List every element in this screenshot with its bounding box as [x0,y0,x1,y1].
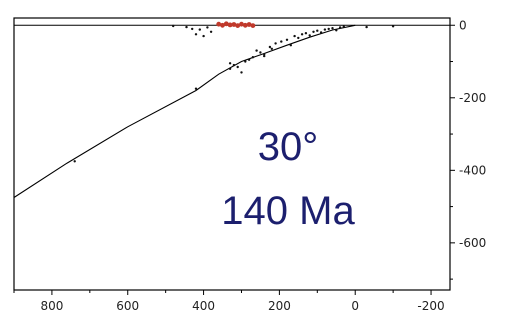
earthquake-point [270,47,273,50]
earthquake-point [198,28,201,31]
earthquake-point [365,25,368,29]
volcano-point [223,21,229,27]
plot-frame [13,17,451,291]
age-label: 140 Ma [221,189,355,233]
x-tick-label: -200 [417,299,444,313]
x-tick-label: 0 [351,299,359,313]
earthquake-point [263,54,266,58]
earthquake-point [391,25,395,28]
earthquake-point [194,87,198,90]
series-layer [13,21,395,198]
earthquake-point [209,30,213,33]
earthquake-point [73,160,76,163]
earthquake-point [308,34,311,37]
earthquake-point [312,30,315,33]
earthquake-point [331,27,334,30]
earthquake-point [206,26,209,29]
earthquake-point [319,31,323,34]
earthquake-point [335,29,338,32]
earthquake-point [251,56,255,59]
earthquake-point [244,60,247,63]
earthquake-point [240,71,243,74]
earthquake-point [293,34,296,38]
x-tick-label: 600 [116,299,139,313]
volcano-point [250,23,256,28]
x-tick-label: 800 [40,299,63,313]
earthquake-point [228,62,232,65]
earthquake-point [268,45,272,49]
volcano-point [246,22,252,27]
x-tick-label: 400 [192,299,215,313]
earthquake-point [255,49,258,52]
earthquake-point [172,24,175,28]
earthquake-point [191,27,194,31]
earthquake-point [316,29,319,32]
earthquake-point [194,33,198,36]
volcano-point [227,22,233,28]
earthquake-point [338,26,342,29]
earthquake-point [185,25,188,29]
x-tick-label: 200 [268,299,291,313]
y-tick-label: -600 [459,236,486,250]
y-tick-label: -400 [459,163,486,177]
earthquake-point [327,27,330,31]
earthquake-point [300,33,304,36]
earthquake-point [289,44,292,47]
angle-label: 30° [258,125,319,169]
earthquake-point [274,42,277,45]
earthquake-point [280,40,283,43]
volcano-point [231,22,237,27]
y-tick-label: -200 [459,91,486,105]
earthquake-point [342,25,345,28]
earthquake-point [228,67,232,71]
volcano-point [242,22,248,28]
earthquake-point [259,51,262,54]
slab-line [13,24,356,198]
volcano-point [235,23,241,28]
axes-layer: 800 600 400 200 0 -200 0 -200 -400 -600 [13,17,486,313]
earthquake-point [263,53,266,56]
earthquake-point [285,38,289,41]
earthquake-point [297,36,300,40]
volcano-point [216,21,222,27]
earthquake-point [323,28,327,31]
earthquake-point [236,65,239,69]
earthquake-point [202,34,205,38]
earthquake-point [247,58,251,61]
volcano-point [220,22,225,28]
earthquake-point [304,32,308,35]
earthquake-point [232,63,236,67]
y-tick-label: 0 [459,18,467,32]
volcano-point [239,21,244,27]
